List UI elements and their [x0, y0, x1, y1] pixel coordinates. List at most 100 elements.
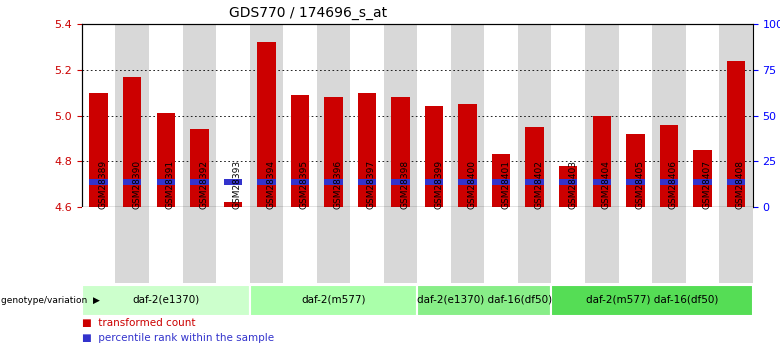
Bar	[585, 207, 619, 283]
Text: daf-2(m577) daf-16(df50): daf-2(m577) daf-16(df50)	[586, 295, 718, 304]
Text: GSM28399: GSM28399	[434, 159, 443, 208]
Text: GSM28407: GSM28407	[702, 159, 711, 208]
Bar	[283, 207, 317, 283]
Text: GSM28394: GSM28394	[267, 159, 275, 208]
Bar	[518, 207, 551, 283]
Bar	[115, 24, 149, 207]
Bar	[324, 179, 342, 185]
Bar	[719, 207, 753, 283]
Bar	[417, 285, 551, 316]
Bar	[417, 207, 451, 283]
Text: GDS770 / 174696_s_at: GDS770 / 174696_s_at	[229, 6, 388, 20]
Bar	[392, 97, 410, 207]
Bar	[417, 24, 451, 207]
Text: GSM28396: GSM28396	[334, 159, 342, 208]
Bar	[82, 285, 250, 316]
Bar	[82, 24, 115, 207]
Bar	[90, 93, 108, 207]
Bar	[216, 207, 250, 283]
Bar	[190, 179, 208, 185]
Bar	[149, 207, 183, 283]
Bar	[317, 207, 350, 283]
Bar	[392, 179, 410, 185]
Text: genotype/variation  ▶: genotype/variation ▶	[1, 296, 100, 305]
Bar	[626, 179, 644, 185]
Bar	[350, 24, 384, 207]
Bar	[350, 207, 384, 283]
Bar	[250, 207, 283, 283]
Bar	[115, 207, 149, 283]
Bar	[686, 24, 719, 207]
Bar	[492, 155, 510, 207]
Bar	[660, 179, 678, 185]
Text: daf-2(m577): daf-2(m577)	[301, 295, 366, 304]
Bar	[727, 61, 745, 207]
Bar	[291, 95, 309, 207]
Bar	[317, 24, 350, 207]
Bar	[619, 207, 652, 283]
Bar	[425, 179, 443, 185]
Bar	[652, 207, 686, 283]
Bar	[291, 179, 309, 185]
Text: GSM28403: GSM28403	[568, 159, 577, 208]
Text: GSM28389: GSM28389	[98, 159, 108, 208]
Bar	[526, 179, 544, 185]
Bar	[526, 127, 544, 207]
Bar	[257, 179, 275, 185]
Text: GSM28406: GSM28406	[668, 159, 678, 208]
Bar	[250, 24, 283, 207]
Bar	[551, 285, 753, 316]
Bar	[183, 24, 216, 207]
Bar	[518, 24, 551, 207]
Bar	[626, 134, 644, 207]
Bar	[660, 125, 678, 207]
Bar	[652, 24, 686, 207]
Bar	[593, 116, 611, 207]
Text: GSM28390: GSM28390	[132, 159, 141, 208]
Text: GSM28404: GSM28404	[602, 160, 611, 208]
Bar	[123, 179, 141, 185]
Bar	[157, 113, 175, 207]
Bar	[559, 166, 577, 207]
Bar	[451, 207, 484, 283]
Bar	[551, 207, 585, 283]
Bar	[358, 179, 376, 185]
Bar	[157, 179, 175, 185]
Text: GSM28398: GSM28398	[401, 159, 410, 208]
Bar	[384, 207, 417, 283]
Bar	[593, 179, 611, 185]
Text: GSM28393: GSM28393	[232, 159, 242, 208]
Bar	[224, 179, 242, 185]
Text: GSM28397: GSM28397	[367, 159, 376, 208]
Text: ■  percentile rank within the sample: ■ percentile rank within the sample	[82, 333, 274, 343]
Bar	[727, 179, 745, 185]
Text: GSM28395: GSM28395	[300, 159, 309, 208]
Bar	[283, 24, 317, 207]
Bar	[324, 97, 342, 207]
Bar	[693, 150, 711, 207]
Text: ■  transformed count: ■ transformed count	[82, 318, 196, 328]
Bar	[250, 285, 417, 316]
Text: GSM28392: GSM28392	[200, 159, 208, 208]
Bar	[686, 207, 719, 283]
Text: GSM28400: GSM28400	[468, 159, 477, 208]
Text: GSM28405: GSM28405	[635, 159, 644, 208]
Text: GSM28408: GSM28408	[736, 159, 745, 208]
Bar	[190, 129, 208, 207]
Bar	[82, 207, 115, 283]
Bar	[492, 179, 510, 185]
Bar	[90, 179, 108, 185]
Bar	[216, 24, 250, 207]
Text: GSM28391: GSM28391	[165, 159, 175, 208]
Bar	[719, 24, 753, 207]
Bar	[559, 179, 577, 185]
Bar	[484, 207, 518, 283]
Bar	[459, 179, 477, 185]
Bar	[425, 106, 443, 207]
Bar	[384, 24, 417, 207]
Bar	[123, 77, 141, 207]
Bar	[358, 93, 376, 207]
Bar	[149, 24, 183, 207]
Bar	[551, 24, 585, 207]
Bar	[459, 104, 477, 207]
